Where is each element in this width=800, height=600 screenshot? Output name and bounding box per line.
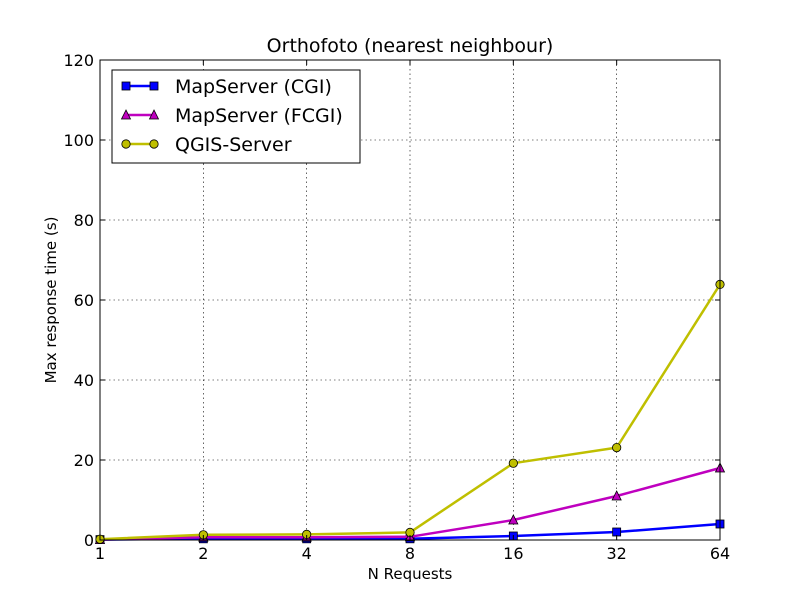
data-point <box>508 458 518 468</box>
y-tick-label: 60 <box>74 291 94 310</box>
legend-marker <box>149 81 159 91</box>
y-tick-label: 40 <box>74 371 94 390</box>
y-tick-label: 120 <box>63 51 94 70</box>
x-tick-label: 1 <box>95 544 105 563</box>
legend-label: QGIS-Server <box>175 134 292 156</box>
x-tick-label: 4 <box>302 544 312 563</box>
x-tick-label: 64 <box>710 544 730 563</box>
legend-marker <box>121 139 131 149</box>
legend-entry: MapServer (FCGI) <box>120 105 343 127</box>
legend-entry: MapServer (CGI) <box>121 76 332 98</box>
x-tick-label: 16 <box>503 544 523 563</box>
grid-lines <box>100 60 720 540</box>
data-point <box>612 527 622 537</box>
legend-marker <box>121 81 131 91</box>
x-axis-label: N Requests <box>368 565 453 583</box>
x-tick-label: 32 <box>606 544 626 563</box>
legend-marker <box>149 139 159 149</box>
y-axis-label: Max response time (s) <box>42 217 60 384</box>
legend-marker <box>148 109 160 120</box>
data-point <box>611 490 622 501</box>
y-tick-label: 20 <box>74 451 94 470</box>
y-tick-label: 80 <box>74 211 94 230</box>
legend-label: MapServer (CGI) <box>175 76 332 98</box>
x-tick-label: 2 <box>198 544 208 563</box>
legend-marker <box>120 109 132 120</box>
chart-title: Orthofoto (nearest neighbour) <box>267 35 554 57</box>
x-tick-label: 8 <box>405 544 415 563</box>
legend-entry: QGIS-Server <box>121 134 292 156</box>
data-point <box>612 442 622 453</box>
y-tick-label: 0 <box>84 531 94 550</box>
y-tick-label: 100 <box>63 131 94 150</box>
data-point <box>508 514 519 525</box>
legend: MapServer (CGI) MapServer (FCGI) QGIS-Serv… <box>111 69 361 164</box>
axis-ticks: 1 2 4 8 16 32 64 0 20 40 60 80 100 120 <box>63 51 730 563</box>
legend-label: MapServer (FCGI) <box>175 105 343 127</box>
